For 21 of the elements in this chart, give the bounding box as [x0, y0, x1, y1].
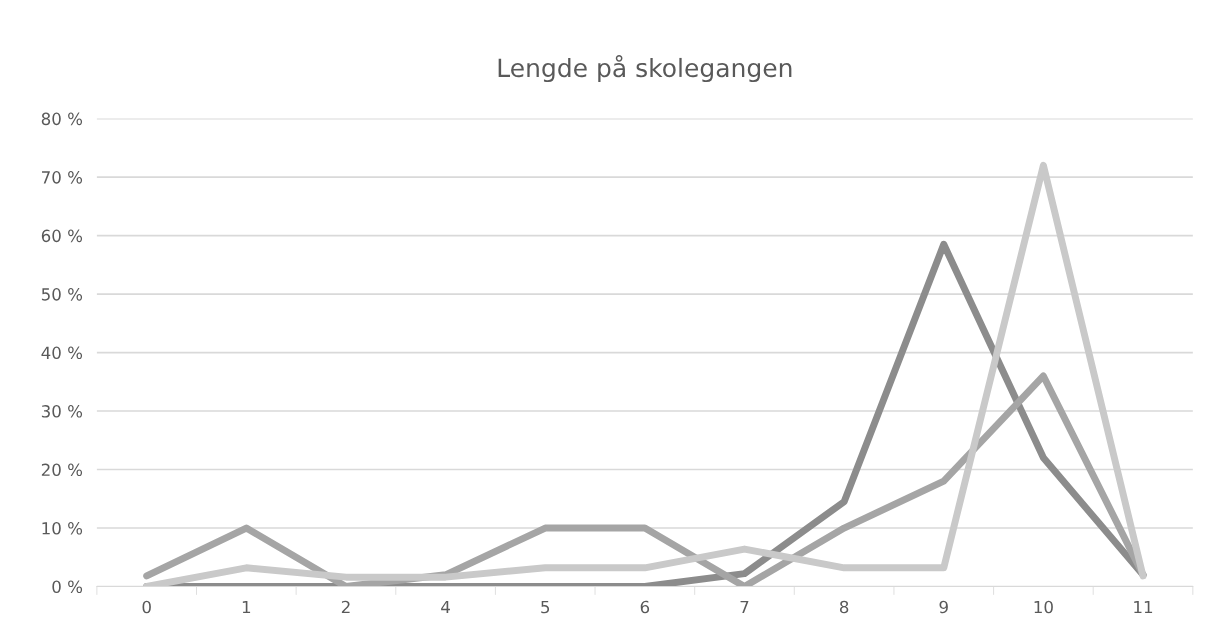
x-tick-label: 6 — [640, 600, 650, 614]
x-tick-label: 1 — [242, 600, 251, 614]
y-tick-label: 80 % — [41, 112, 83, 126]
y-tick-label: 70 % — [42, 171, 83, 184]
x-tick-label: 7 — [740, 600, 749, 614]
y-tick-label: 0 % — [52, 580, 83, 594]
y-tick-label: 30 % — [41, 405, 83, 418]
y-tick-label: 40 % — [41, 346, 83, 360]
x-tick-label: 10 — [1034, 600, 1053, 614]
x-tick-label: 0 — [142, 600, 151, 614]
chart-title: Lengde på skolegangen — [498, 54, 792, 83]
x-tick-label: 4 — [441, 600, 450, 614]
y-tick-label: 60 % — [41, 229, 83, 243]
x-tick-label: 5 — [541, 600, 550, 614]
y-tick-label: 20 % — [41, 463, 83, 477]
x-tick-label: 2 — [341, 600, 350, 614]
y-tick-label: 10 % — [42, 521, 83, 535]
x-tick-label: 11 — [1134, 600, 1153, 614]
x-tick-label: 9 — [939, 600, 948, 614]
x-tick-label: 8 — [839, 600, 849, 614]
y-tick-label: 50 % — [41, 288, 83, 301]
